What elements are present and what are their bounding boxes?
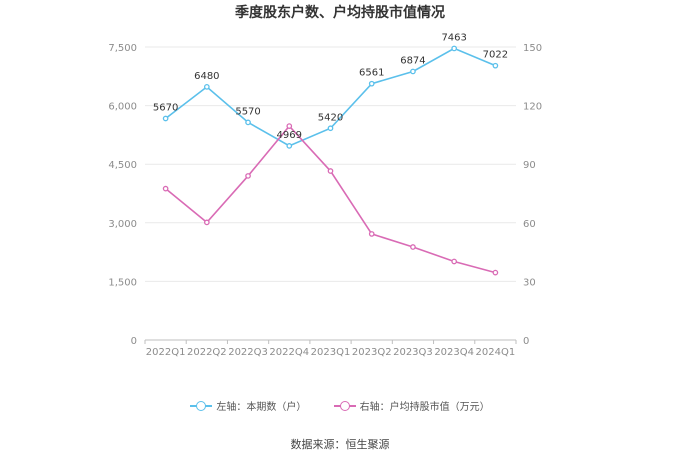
legend-label: 左轴：本期数（户） [216, 402, 307, 413]
chart-plot: 2022Q1 2022Q2 2022Q3 2022Q4 2023Q1 2023Q2 2023… [108, 32, 542, 358]
x-axis-tick-label: 2023Q3 [393, 347, 433, 358]
legend-label: 右轴：户均持股市值（万元） [359, 402, 490, 413]
data-point [368, 231, 375, 237]
data-label: 7463 [441, 32, 466, 43]
left-axis-tick-label: 4,500 [108, 160, 137, 171]
x-axis-tick-label: 2023Q4 [434, 347, 474, 358]
legend-marker-icon [333, 400, 356, 412]
data-label: 5670 [153, 102, 178, 113]
data-point [245, 173, 251, 179]
data-label: 5570 [235, 106, 260, 117]
data-point [368, 80, 375, 87]
chart-title: 季度股东户数、户均持股市值情况 [235, 5, 445, 21]
right-axis-tick-label: 120 [523, 102, 542, 113]
x-axis-tick-label: 2023Q1 [311, 347, 351, 358]
series-line-right [165, 124, 496, 274]
source-note: 数据来源：恒生聚源 [290, 438, 390, 451]
data-label: 5420 [318, 112, 343, 123]
data-point [327, 168, 334, 174]
data-label: 6480 [194, 71, 219, 82]
x-axis-tick-label: 2024Q1 [476, 347, 516, 358]
x-axis-tick-label: 2022Q3 [228, 347, 268, 358]
data-point [451, 45, 458, 52]
right-axis-tick-label: 30 [523, 277, 536, 288]
series-layer [162, 45, 499, 276]
legend-item-left[interactable]: 左轴：本期数（户） [190, 398, 306, 413]
data-label: 6874 [400, 55, 425, 66]
data-label: 4969 [277, 130, 302, 141]
right-axis-ticks: 0 30 60 90 120 150 [523, 43, 542, 347]
data-label: 6561 [359, 68, 384, 79]
left-axis-tick-label: 6,000 [108, 102, 137, 113]
right-axis-tick-label: 90 [523, 160, 536, 171]
data-point [327, 125, 334, 132]
legend-marker-icon [190, 400, 213, 412]
left-axis-tick-label: 1,500 [108, 277, 137, 288]
data-point [410, 68, 416, 75]
data-labels: 5670 6480 5570 4969 5420 6561 6874 7463 7022 [153, 32, 508, 140]
grid-lines [145, 46, 516, 282]
right-axis-tick-label: 60 [523, 219, 536, 230]
data-point [410, 244, 416, 250]
right-axis-tick-label: 150 [523, 43, 542, 54]
left-axis-tick-label: 3,000 [108, 219, 137, 230]
data-label: 7022 [483, 50, 508, 61]
x-axis-tick-label: 2022Q4 [269, 347, 309, 358]
data-point [286, 143, 293, 149]
x-axis: 2022Q1 2022Q2 2022Q3 2022Q4 2023Q1 2023Q2 2023… [144, 339, 517, 358]
data-point [492, 269, 499, 276]
data-point [162, 115, 169, 122]
data-point [286, 123, 293, 129]
right-axis-tick-label: 0 [523, 336, 529, 347]
legend-item-right[interactable]: 右轴：户均持股市值（万元） [333, 398, 490, 413]
left-axis-ticks: 0 1,500 3,000 4,500 6,000 7,500 [108, 43, 137, 347]
left-axis-tick-label: 7,500 [108, 43, 137, 54]
x-axis-tick-label: 2023Q2 [352, 347, 392, 358]
x-axis-tick-label: 2022Q2 [187, 347, 227, 358]
data-point [451, 258, 458, 265]
data-point [492, 62, 499, 69]
data-point [245, 119, 251, 126]
series-line-left [165, 47, 496, 147]
legend: 左轴：本期数（户） 右轴：户均持股市值（万元） [0, 398, 680, 415]
data-point [162, 185, 169, 192]
data-point [203, 83, 210, 90]
data-point [203, 219, 210, 226]
x-axis-tick-label: 2022Q1 [146, 347, 186, 358]
left-axis-tick-label: 0 [131, 336, 137, 347]
